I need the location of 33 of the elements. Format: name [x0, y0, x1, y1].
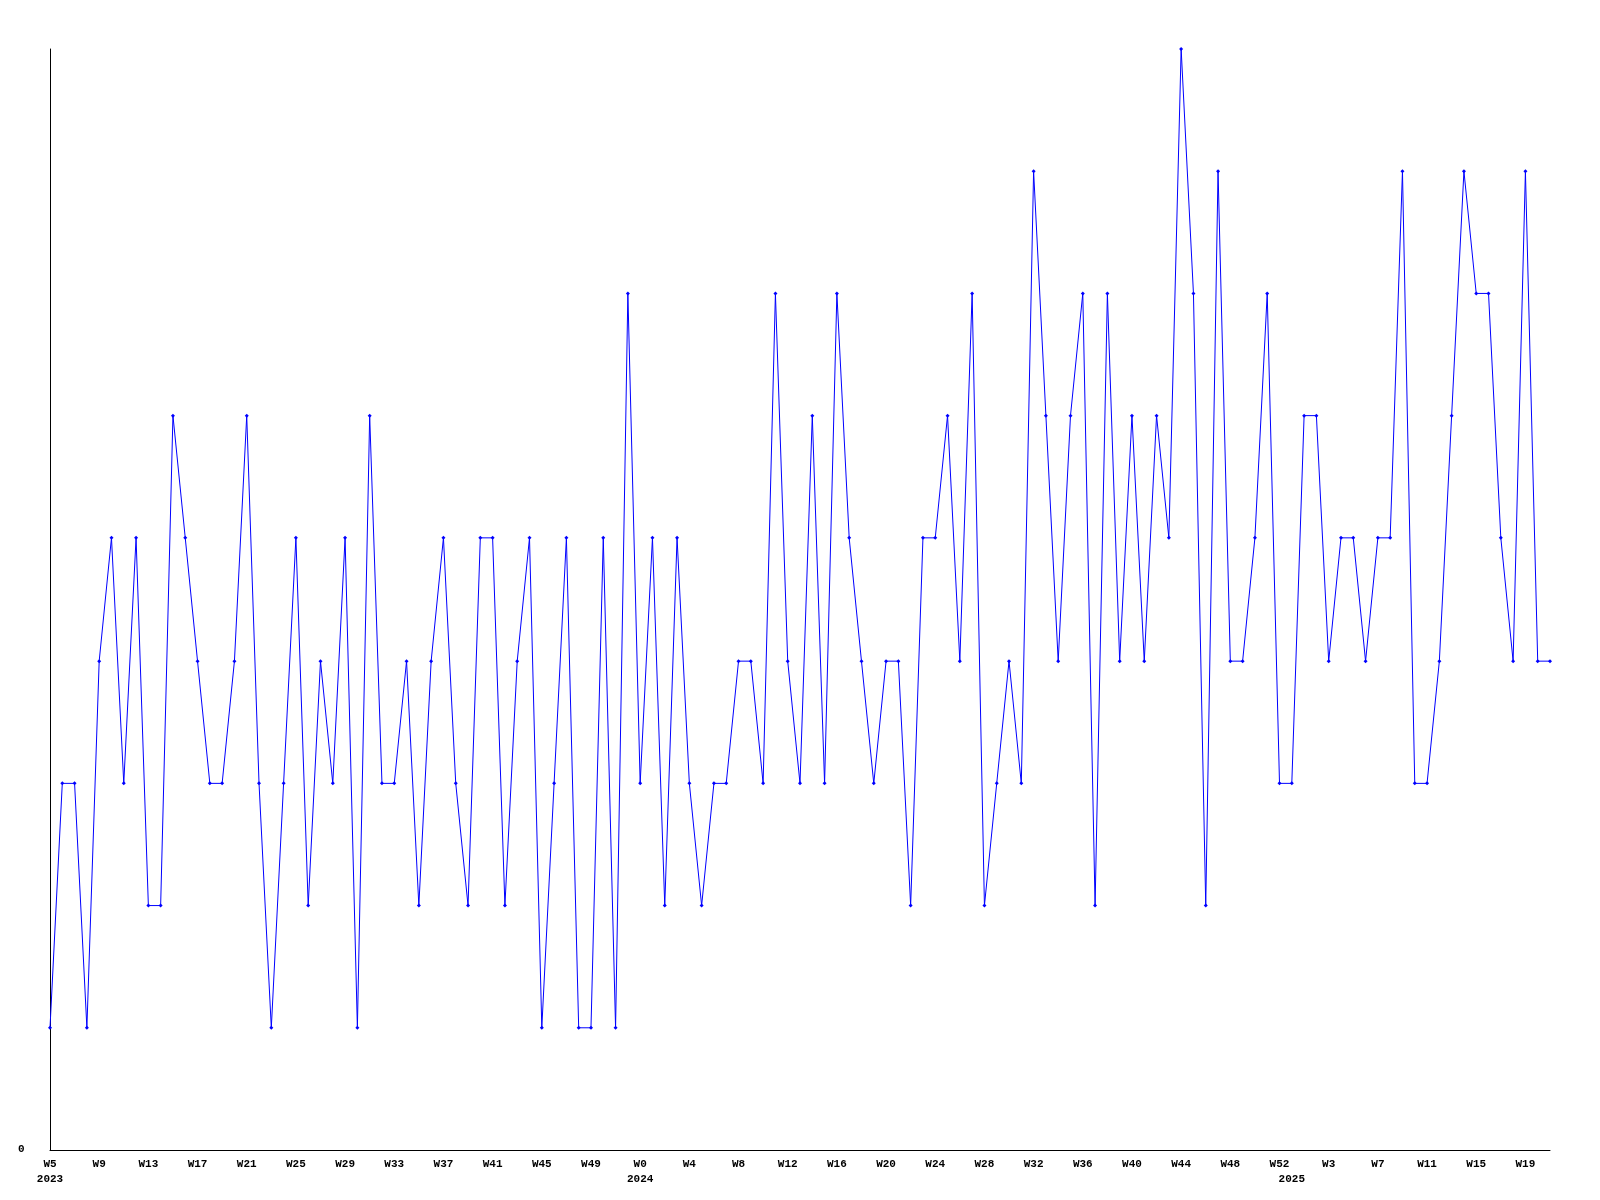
x-tick-label: W13 [138, 1157, 159, 1170]
text: 0 [18, 1142, 25, 1155]
x-tick-label: W33 [384, 1157, 405, 1170]
x-tick-label: W21 [236, 1157, 258, 1170]
x-tick-label: W36 [1072, 1157, 1093, 1170]
x-tick-label: W19 [1515, 1157, 1536, 1170]
x-tick-label: W32 [1023, 1157, 1044, 1170]
x-tick-label: W48 [1220, 1157, 1241, 1170]
x-tick-label: W3 [1322, 1157, 1336, 1170]
x-tick-label: W20 [876, 1157, 896, 1170]
x-tick-label: W16 [826, 1157, 847, 1170]
x-tick-label: W37 [433, 1157, 454, 1170]
x-tick-label: W4 [682, 1157, 697, 1170]
x-tick-label: W52 [1269, 1157, 1290, 1170]
x-tick-label: W7 [1371, 1157, 1385, 1170]
x-tick-label: W12 [777, 1157, 798, 1170]
x-tick-label: W5 2023 [36, 1157, 64, 1185]
x-tick-label: W28 [974, 1157, 995, 1170]
x-tick-label: W40 [1122, 1157, 1142, 1170]
x-tick-label: W44 [1171, 1157, 1192, 1170]
x-tick-label: W8 [731, 1157, 746, 1170]
x-tick-label: 2025 [1278, 1172, 1306, 1185]
x-tick-label: W15 [1466, 1157, 1487, 1170]
x-tick-label: W41 [482, 1157, 503, 1170]
x-tick-label: W17 [187, 1157, 208, 1170]
x-tick-label: W9 [92, 1157, 106, 1170]
x-tick-label: W0 2024 [626, 1157, 654, 1185]
x-tick-label: W45 [531, 1157, 553, 1170]
x-tick-label: W25 [286, 1157, 307, 1170]
x-tick-label: W29 [335, 1157, 355, 1170]
x-tick-label: W11 [1417, 1157, 1438, 1170]
x-tick-label: W49 [581, 1157, 601, 1170]
x-tick-label: W24 [925, 1157, 946, 1170]
